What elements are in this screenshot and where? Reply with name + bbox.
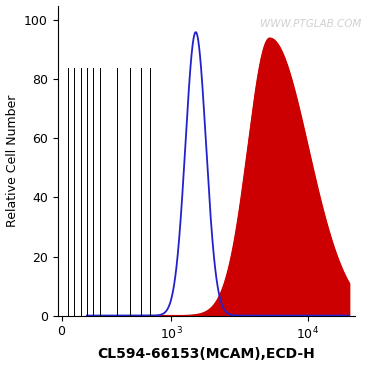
X-axis label: CL594-66153(MCAM),ECD-H: CL594-66153(MCAM),ECD-H bbox=[97, 348, 315, 361]
Text: WWW.PTGLAB.COM: WWW.PTGLAB.COM bbox=[260, 19, 361, 29]
Y-axis label: Relative Cell Number: Relative Cell Number bbox=[6, 94, 18, 227]
